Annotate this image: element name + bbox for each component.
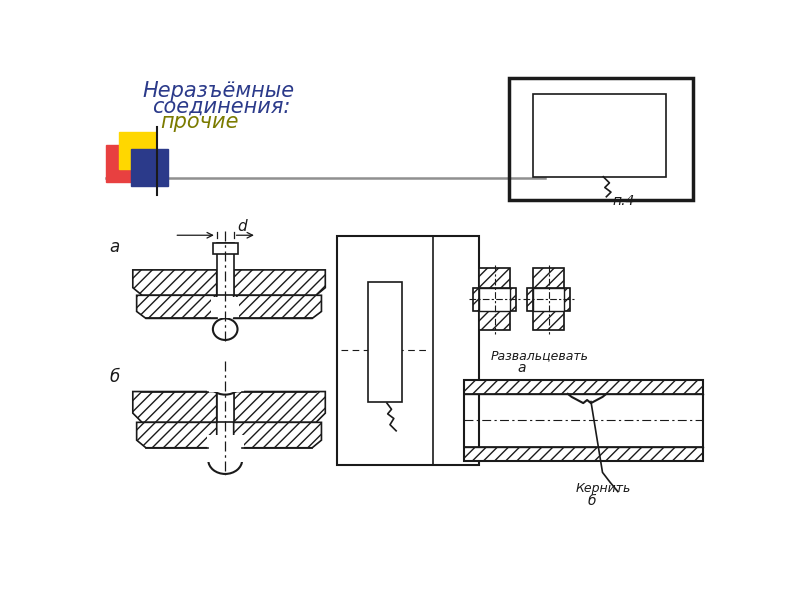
Ellipse shape — [208, 367, 242, 395]
Bar — [217, 392, 234, 422]
Bar — [337, 236, 479, 464]
Polygon shape — [510, 287, 516, 311]
Polygon shape — [473, 287, 479, 311]
Polygon shape — [534, 268, 564, 287]
Text: а: а — [518, 361, 526, 375]
Bar — [131, 149, 168, 186]
Bar — [213, 243, 238, 254]
Polygon shape — [234, 422, 322, 448]
Text: п.4: п.4 — [613, 194, 635, 208]
Bar — [464, 380, 702, 461]
Bar — [534, 287, 564, 311]
Bar — [211, 297, 239, 319]
Polygon shape — [534, 311, 564, 330]
Ellipse shape — [213, 319, 238, 340]
Bar — [368, 282, 402, 401]
Bar — [509, 78, 694, 200]
Polygon shape — [464, 380, 702, 394]
Bar — [206, 434, 244, 463]
Text: d: d — [238, 218, 247, 233]
Polygon shape — [464, 447, 702, 461]
Bar — [206, 364, 244, 392]
Polygon shape — [234, 392, 326, 422]
Text: прочие: прочие — [160, 112, 238, 132]
Text: б: б — [587, 494, 595, 508]
Text: Кернить: Кернить — [575, 482, 631, 496]
Polygon shape — [133, 392, 217, 422]
Text: б: б — [110, 368, 120, 386]
Bar — [479, 287, 510, 311]
Polygon shape — [133, 270, 217, 295]
Text: Неразъёмные: Неразъёмные — [142, 81, 294, 101]
Ellipse shape — [208, 446, 242, 474]
Polygon shape — [479, 311, 510, 330]
Bar — [217, 243, 234, 295]
Polygon shape — [234, 295, 322, 319]
Polygon shape — [137, 295, 217, 319]
Polygon shape — [479, 268, 510, 287]
Bar — [106, 145, 143, 182]
Text: соединения:: соединения: — [152, 97, 290, 116]
Polygon shape — [564, 287, 570, 311]
Bar — [534, 94, 666, 177]
Text: а: а — [110, 238, 120, 256]
Bar — [119, 132, 156, 169]
Polygon shape — [137, 422, 217, 448]
Polygon shape — [234, 270, 326, 295]
Polygon shape — [527, 287, 534, 311]
Text: Развальцевать: Развальцевать — [491, 349, 589, 362]
